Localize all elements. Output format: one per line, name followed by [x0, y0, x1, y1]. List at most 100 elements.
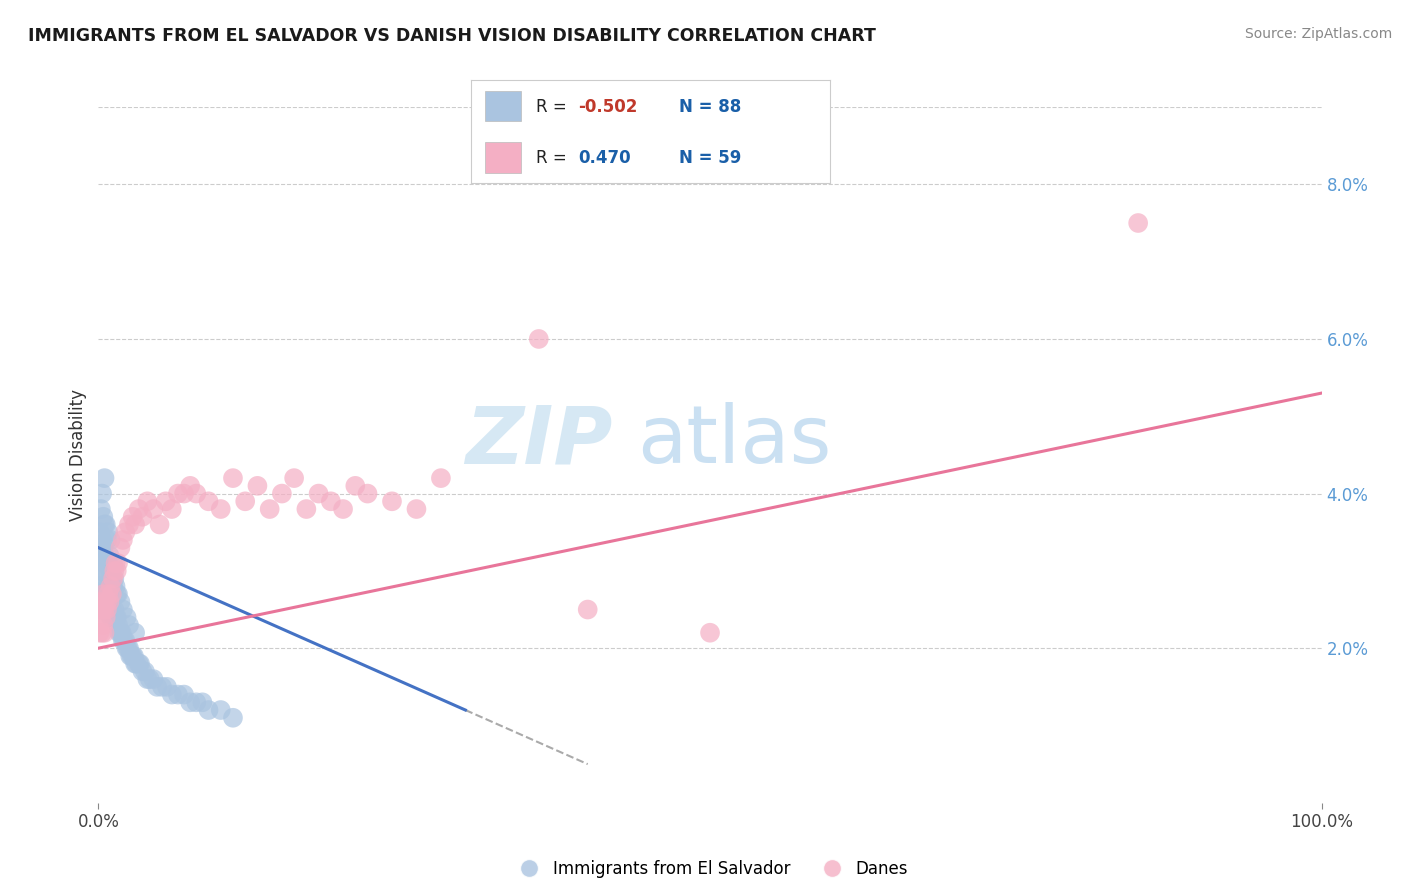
Point — [186, 486, 208, 500]
Point — [1128, 216, 1150, 230]
Point — [150, 680, 173, 694]
Point — [108, 625, 131, 640]
Point — [125, 657, 148, 671]
Point — [405, 502, 427, 516]
Point — [93, 602, 115, 616]
Point — [155, 494, 177, 508]
Point — [142, 672, 165, 686]
Point — [90, 595, 112, 609]
Point — [97, 587, 120, 601]
Point — [576, 602, 599, 616]
Text: N = 59: N = 59 — [679, 149, 741, 167]
Point — [91, 541, 114, 555]
Point — [101, 556, 124, 570]
Point — [98, 549, 121, 563]
Text: ZIP: ZIP — [465, 402, 612, 480]
Point — [110, 541, 132, 555]
Y-axis label: Vision Disability: Vision Disability — [69, 389, 87, 521]
Point — [699, 625, 721, 640]
Point — [91, 587, 114, 601]
Point — [114, 525, 136, 540]
Point — [120, 648, 142, 663]
Point — [118, 618, 141, 632]
Point — [103, 572, 125, 586]
Point — [90, 564, 112, 578]
Point — [111, 533, 134, 547]
Point — [115, 610, 138, 624]
Point — [179, 695, 201, 709]
Point — [104, 556, 127, 570]
Point — [104, 610, 127, 624]
Point — [129, 657, 152, 671]
Bar — [485, 91, 522, 121]
Point — [107, 587, 129, 601]
Point — [91, 564, 114, 578]
Point — [100, 610, 122, 624]
Point — [356, 486, 378, 500]
Point — [259, 502, 281, 516]
Legend: Immigrants from El Salvador, Danes: Immigrants from El Salvador, Danes — [506, 854, 914, 885]
Point — [124, 625, 146, 640]
Point — [103, 602, 125, 616]
Point — [94, 610, 117, 624]
Point — [121, 509, 143, 524]
Point — [381, 494, 404, 508]
Point — [100, 579, 122, 593]
Point — [319, 494, 342, 508]
Point — [246, 479, 269, 493]
Point — [105, 610, 128, 624]
Point — [283, 471, 305, 485]
Point — [91, 564, 114, 578]
Point — [89, 525, 111, 540]
Point — [111, 625, 134, 640]
Point — [93, 549, 115, 563]
Point — [160, 688, 183, 702]
Point — [136, 672, 159, 686]
Point — [93, 602, 115, 616]
Point — [105, 564, 128, 578]
Point — [233, 494, 256, 508]
Point — [128, 502, 150, 516]
Point — [104, 579, 127, 593]
Point — [97, 587, 120, 601]
Point — [97, 525, 120, 540]
Point — [118, 641, 141, 656]
Point — [142, 502, 165, 516]
Point — [94, 517, 117, 532]
Text: IMMIGRANTS FROM EL SALVADOR VS DANISH VISION DISABILITY CORRELATION CHART: IMMIGRANTS FROM EL SALVADOR VS DANISH VI… — [28, 27, 876, 45]
Point — [91, 618, 114, 632]
Point — [96, 556, 118, 570]
Point — [90, 502, 112, 516]
Point — [112, 633, 135, 648]
Point — [209, 703, 232, 717]
Point — [107, 556, 129, 570]
Point — [97, 556, 120, 570]
Text: -0.502: -0.502 — [579, 98, 638, 116]
Point — [124, 657, 146, 671]
Point — [308, 486, 330, 500]
Point — [179, 479, 201, 493]
Point — [270, 486, 294, 500]
Point — [89, 625, 111, 640]
Point — [173, 486, 195, 500]
Point — [90, 602, 112, 616]
Point — [120, 648, 142, 663]
Point — [100, 587, 122, 601]
Point — [139, 672, 162, 686]
Point — [111, 633, 134, 648]
Point — [186, 695, 208, 709]
Point — [191, 695, 214, 709]
Point — [111, 602, 134, 616]
Point — [156, 680, 179, 694]
Text: R =: R = — [536, 149, 576, 167]
Point — [124, 517, 146, 532]
Point — [134, 665, 156, 679]
Point — [101, 579, 124, 593]
Point — [90, 610, 112, 624]
Point — [209, 502, 232, 516]
Point — [128, 657, 150, 671]
Point — [197, 703, 219, 717]
Point — [146, 680, 169, 694]
Point — [89, 549, 111, 563]
Point — [90, 541, 112, 555]
